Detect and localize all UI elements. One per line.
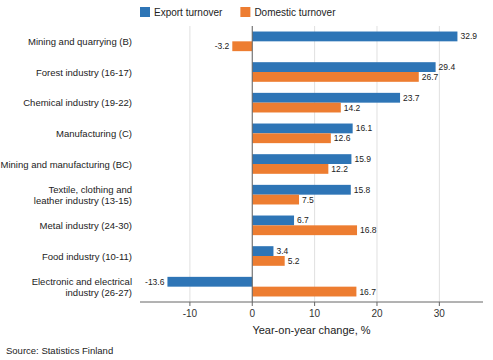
bar — [252, 287, 356, 297]
zero-line — [252, 26, 253, 302]
data-label: 6.7 — [297, 215, 309, 225]
bar — [167, 277, 252, 287]
bar — [252, 103, 341, 113]
category-label: Textile, clothing andleather industry (1… — [34, 184, 132, 206]
data-label: 29.4 — [439, 62, 456, 72]
bar — [252, 256, 284, 266]
data-label: 15.8 — [354, 185, 371, 195]
background — [0, 0, 493, 360]
bar — [252, 164, 328, 174]
category-label: Mining and quarrying (B) — [28, 36, 132, 47]
bar — [252, 32, 457, 42]
data-label: -3.2 — [215, 41, 230, 51]
data-label: 7.5 — [302, 195, 314, 205]
data-label: 16.8 — [360, 225, 377, 235]
data-label: 5.2 — [288, 256, 300, 266]
tick — [314, 302, 315, 306]
legend-swatch — [140, 7, 150, 17]
grid-line — [189, 26, 190, 302]
bar — [252, 124, 352, 134]
legend-label: Domestic turnover — [254, 7, 336, 18]
data-label: 12.2 — [331, 164, 348, 174]
bar — [252, 72, 419, 82]
bar — [252, 154, 351, 164]
bar — [252, 246, 273, 256]
data-label: 32.9 — [460, 31, 477, 41]
bar — [252, 216, 294, 226]
legend-label: Export turnover — [154, 7, 223, 18]
bar — [232, 41, 252, 51]
x-axis: -10 0 10 20 30 — [140, 302, 483, 319]
category-label: Chemical industry (19-22) — [23, 97, 132, 108]
bar — [252, 195, 299, 205]
tick-label: -10 — [183, 308, 198, 319]
axis-line — [140, 302, 483, 303]
category-label: Food industry (10-11) — [42, 251, 132, 262]
data-label: 16.7 — [359, 287, 376, 297]
grid-line — [252, 26, 253, 302]
y-axis: Mining and quarrying (B) Forest industry … — [1, 36, 132, 298]
bar — [252, 133, 331, 143]
tick-label: 20 — [371, 308, 383, 319]
bars — [167, 32, 457, 297]
category-label: Manufacturing (C) — [56, 128, 132, 139]
axis-label: Year-on-year change, % — [252, 324, 370, 336]
tick — [439, 302, 440, 306]
tick — [376, 302, 377, 306]
chart: 32.9 29.4 23.7 16.1 15.9 15.8 6.7 3.4 -13.6 -3.2 2… — [0, 0, 493, 360]
tick-label: 10 — [309, 308, 321, 319]
bar — [252, 62, 435, 72]
data-label: 3.4 — [276, 246, 288, 256]
data-label: 15.9 — [354, 154, 371, 164]
data-label: -13.6 — [145, 277, 165, 287]
tick — [252, 302, 253, 306]
data-labels: 32.9 29.4 23.7 16.1 15.9 15.8 6.7 3.4 -13.6 -3.2 2… — [145, 31, 477, 296]
data-label: 23.7 — [403, 93, 420, 103]
grid — [190, 26, 439, 302]
tick-label: 30 — [434, 308, 446, 319]
bar — [252, 185, 351, 195]
data-label: 26.7 — [422, 72, 439, 82]
category-label: Electronic and electricalindustry (26-27… — [32, 276, 132, 298]
category-label: Mining and manufacturing (BC) — [1, 159, 132, 170]
data-label: 16.1 — [356, 123, 373, 133]
tick-label: 0 — [249, 308, 255, 319]
category-label: Forest industry (16-17) — [36, 67, 132, 78]
tick — [189, 302, 190, 306]
data-label: 12.6 — [334, 133, 351, 143]
data-label: 14.2 — [344, 103, 361, 113]
legend: Export turnover Domestic turnover — [140, 7, 336, 18]
category-label: Metal industry (24-30) — [40, 220, 132, 231]
bar — [252, 225, 357, 235]
bar — [252, 93, 400, 103]
legend-swatch — [240, 7, 250, 17]
source: Source: Statistics Finland — [6, 345, 113, 356]
